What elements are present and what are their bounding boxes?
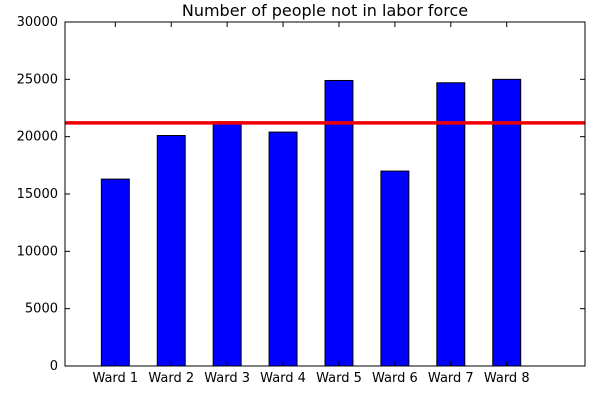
x-tick-label: Ward 1 (92, 371, 138, 386)
y-tick-label: 30000 (17, 15, 58, 30)
chart-title: Number of people not in labor force (182, 1, 468, 20)
x-tick-label: Ward 2 (148, 371, 194, 386)
bar (212, 121, 242, 367)
plot-area: 0 5000 10000 15000 20000 25000 30000 Ward 1 Ward… (17, 15, 586, 386)
bar (436, 82, 466, 367)
bar (492, 78, 522, 367)
y-tick-label: 0 (50, 359, 58, 374)
y-tick-label: 5000 (25, 302, 58, 317)
x-tick-label: Ward 8 (484, 371, 530, 386)
x-tick-label: Ward 3 (204, 371, 250, 386)
bar (100, 178, 130, 367)
x-tick-label: Ward 6 (372, 371, 418, 386)
bar (156, 135, 186, 367)
y-tick-label: 25000 (17, 72, 58, 87)
y-tick-label: 15000 (17, 187, 58, 202)
bar (268, 131, 298, 367)
x-tick-label: Ward 5 (316, 371, 362, 386)
x-tick-label: Ward 4 (260, 371, 306, 386)
bar (380, 170, 410, 367)
y-tick-label: 20000 (17, 130, 58, 145)
y-tick-label: 10000 (17, 244, 58, 259)
x-tick-label: Ward 7 (428, 371, 474, 386)
bar (324, 79, 354, 367)
